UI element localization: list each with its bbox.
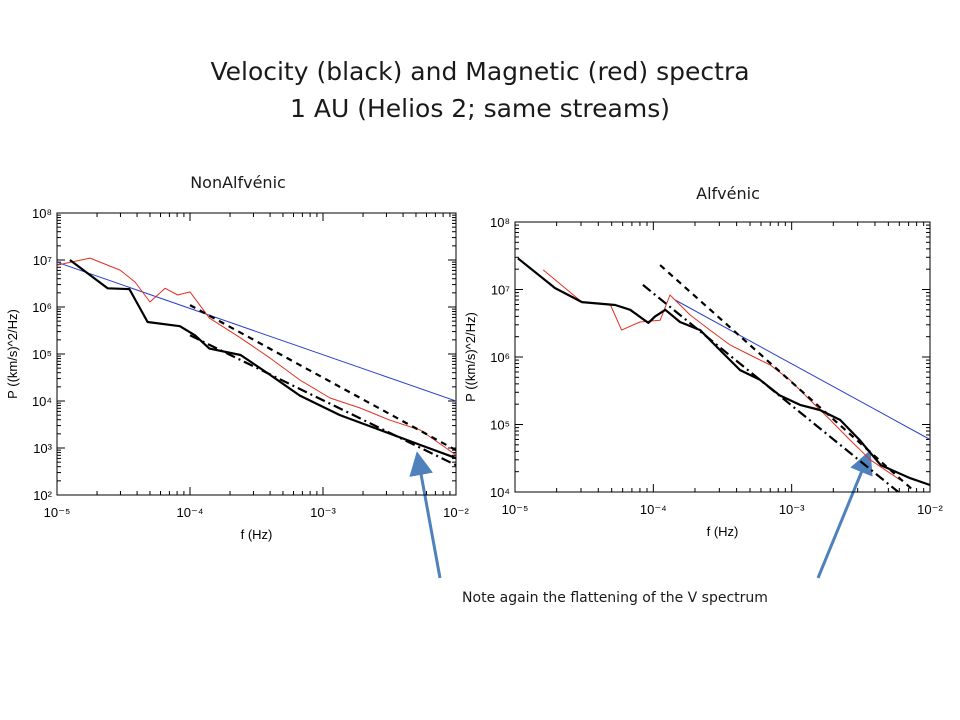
series-line bbox=[659, 264, 916, 492]
arrow bbox=[409, 451, 442, 579]
series-line bbox=[517, 257, 930, 487]
x-tick-label: 10⁻³ bbox=[310, 505, 336, 520]
y-tick-label: 10⁵ bbox=[490, 418, 510, 433]
y-tick-label: 10⁶ bbox=[32, 300, 52, 315]
panel-label: NonAlfvénic bbox=[190, 173, 286, 192]
x-tick-label: 10⁻⁵ bbox=[44, 505, 71, 520]
y-tick-label: 10⁷ bbox=[491, 283, 510, 298]
series-line bbox=[57, 257, 456, 456]
y-axis-label: P ((km/s)^2/Hz) bbox=[463, 312, 478, 402]
arrow bbox=[816, 449, 873, 579]
series-line bbox=[189, 304, 456, 452]
series-line bbox=[57, 261, 456, 402]
x-axis-label: f (Hz) bbox=[241, 527, 273, 542]
y-tick-label: 10⁸ bbox=[490, 215, 510, 230]
y-tick-label: 10⁷ bbox=[33, 253, 52, 268]
y-tick-label: 10⁴ bbox=[490, 485, 510, 500]
title-line: 1 AU (Helios 2; same streams) bbox=[290, 94, 670, 123]
series-line bbox=[69, 259, 456, 460]
y-tick-label: 10⁴ bbox=[32, 394, 52, 409]
x-tick-label: 10⁻² bbox=[443, 505, 469, 520]
x-tick-label: 10⁻² bbox=[917, 502, 943, 517]
annotation: Note again the flattening of the V spect… bbox=[462, 590, 768, 606]
y-tick-label: 10² bbox=[33, 488, 52, 503]
plot-frame bbox=[514, 221, 931, 493]
y-tick-label: 10⁵ bbox=[32, 347, 52, 362]
x-tick-label: 10⁻³ bbox=[779, 502, 805, 517]
panel-label: Alfvénic bbox=[696, 184, 760, 203]
plot-frame bbox=[56, 212, 457, 496]
series-line bbox=[674, 299, 930, 440]
x-tick-label: 10⁻⁴ bbox=[640, 502, 667, 517]
x-tick-label: 10⁻⁵ bbox=[502, 502, 529, 517]
series-line bbox=[189, 334, 456, 467]
x-tick-label: 10⁻⁴ bbox=[177, 505, 204, 520]
y-axis-label: P ((km/s)^2/Hz) bbox=[5, 309, 20, 399]
y-tick-label: 10⁸ bbox=[32, 206, 52, 221]
title-line: Velocity (black) and Magnetic (red) spec… bbox=[210, 57, 749, 86]
y-tick-label: 10⁶ bbox=[490, 350, 510, 365]
series-line bbox=[542, 269, 901, 481]
x-axis-label: f (Hz) bbox=[707, 524, 739, 539]
y-tick-label: 10³ bbox=[33, 441, 52, 456]
